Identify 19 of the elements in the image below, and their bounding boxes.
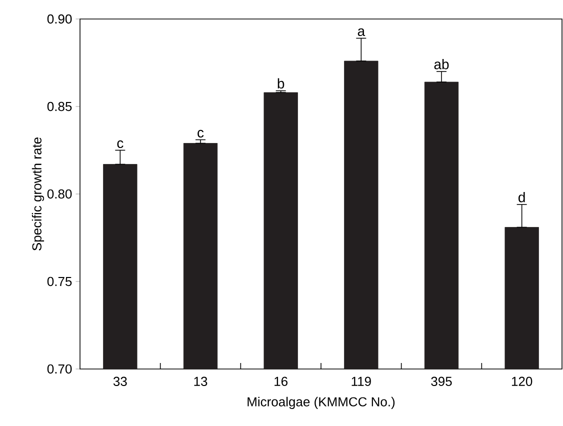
x-tick-label: 13	[194, 376, 208, 386]
y-tick-label: 0.75	[47, 276, 72, 286]
annotation: b	[278, 78, 284, 89]
y-tick-label: 0.80	[47, 189, 72, 199]
x-tick-label: 16	[274, 376, 288, 386]
y-tick-label: 0.85	[47, 102, 72, 112]
x-axis-title: Microalgae (KMMCC No.)	[248, 396, 395, 409]
annotation: a	[358, 28, 366, 36]
annotation: ab	[434, 59, 449, 70]
x-tick-label: 119	[352, 376, 371, 386]
y-tick-label: 0.90	[47, 14, 72, 24]
annotation: c	[117, 140, 124, 148]
x-tick-label: 120	[512, 376, 532, 386]
x-tick-label: 33	[113, 376, 127, 386]
y-axis-title: Specific growth rate	[32, 138, 44, 250]
annotation: d	[518, 192, 525, 202]
y-tick-label: 0.70	[47, 364, 72, 374]
x-tick-label: 395	[431, 376, 452, 386]
annotation: c	[198, 130, 204, 138]
